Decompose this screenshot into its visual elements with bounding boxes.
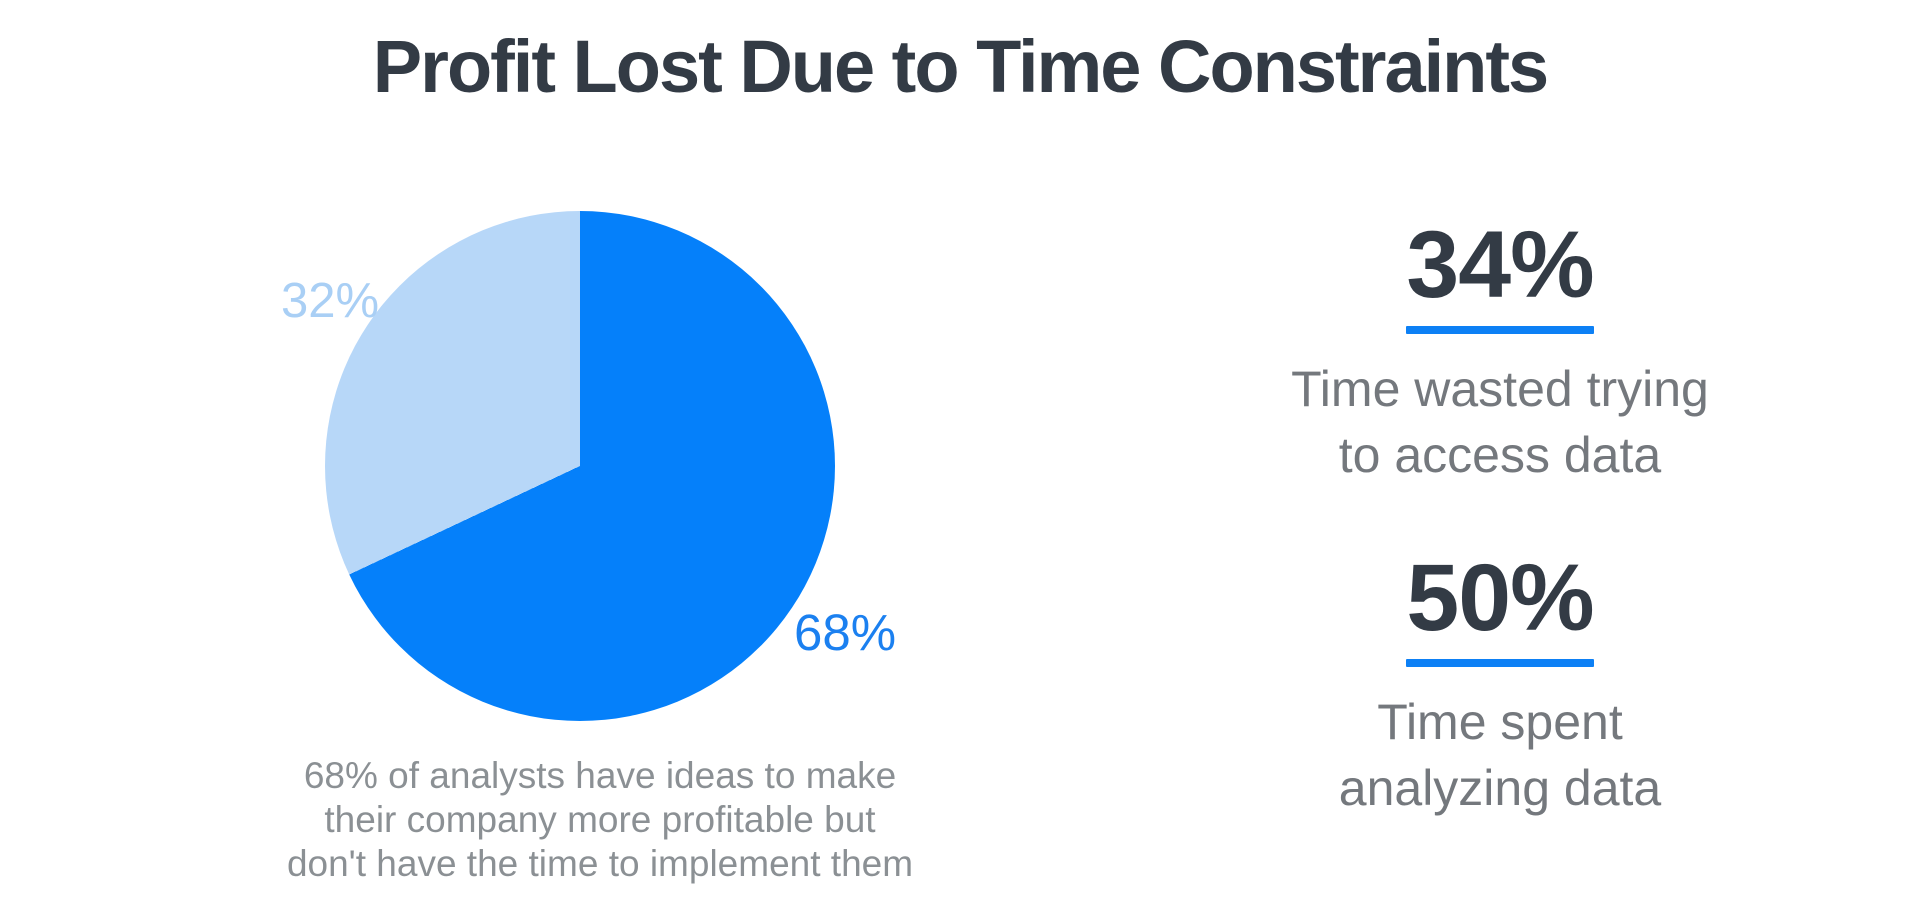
stat-underline: [1406, 659, 1594, 667]
pie-caption-line-3: don't have the time to implement them: [286, 843, 914, 884]
stat-label-line-1: Time wasted trying: [1291, 361, 1709, 417]
stat-value-34: 34%: [1406, 212, 1594, 318]
pie-chart: [325, 211, 835, 721]
pie-caption: 68% of analysts have ideas to make their…: [266, 754, 934, 886]
stat-label-time-spent: Time spent analyzing data: [1220, 689, 1780, 821]
stat-label-line-1: Time spent: [1377, 694, 1623, 750]
stat-value-50: 50%: [1406, 545, 1594, 651]
stat-label-time-wasted: Time wasted trying to access data: [1220, 356, 1780, 488]
pie-caption-line-1: 68% of analysts have ideas to make: [303, 755, 897, 796]
stats-column: 34% Time wasted trying to access data 50…: [1220, 0, 1780, 922]
pie-caption-line-2: their company more profitable but: [324, 799, 876, 840]
stat-underline: [1406, 326, 1594, 334]
pie-slice-label-68: 68%: [794, 604, 897, 661]
stat-time-spent: 50% Time spent analyzing data: [1220, 551, 1780, 821]
pie-slice-label-32: 32%: [281, 274, 380, 328]
page-title: Profit Lost Due to Time Constraints: [372, 25, 1549, 108]
stat-label-line-2: to access data: [1338, 427, 1662, 483]
stat-label-line-2: analyzing data: [1338, 760, 1662, 816]
stat-time-wasted: 34% Time wasted trying to access data: [1220, 218, 1780, 488]
